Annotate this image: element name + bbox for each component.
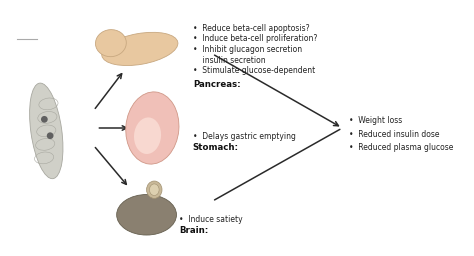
Text: •  Induce satiety: • Induce satiety — [179, 215, 243, 224]
Text: Brain:: Brain: — [179, 226, 209, 235]
Text: •  Delays gastric emptying: • Delays gastric emptying — [193, 132, 296, 141]
Ellipse shape — [102, 32, 178, 66]
Text: insulin secretion: insulin secretion — [193, 56, 265, 65]
Ellipse shape — [149, 184, 159, 196]
Text: Pancreas:: Pancreas: — [193, 80, 240, 89]
Text: •  Inhibit glucagon secretion: • Inhibit glucagon secretion — [193, 45, 302, 54]
Text: •  Reduce beta-cell apoptosis?: • Reduce beta-cell apoptosis? — [193, 24, 310, 33]
Ellipse shape — [29, 83, 63, 179]
Ellipse shape — [95, 30, 126, 57]
Ellipse shape — [134, 118, 161, 154]
Text: •  Induce beta-cell proliferation?: • Induce beta-cell proliferation? — [193, 35, 317, 44]
Ellipse shape — [126, 92, 179, 164]
Circle shape — [41, 116, 48, 123]
Ellipse shape — [117, 195, 176, 235]
Text: •  Reduced insulin dose: • Reduced insulin dose — [349, 130, 439, 139]
Text: •  Reduced plasma glucose: • Reduced plasma glucose — [349, 143, 454, 152]
Text: •  Stimulate glucose-dependent: • Stimulate glucose-dependent — [193, 66, 315, 75]
Text: Stomach:: Stomach: — [193, 143, 239, 152]
Circle shape — [47, 132, 54, 139]
Text: •  Weight loss: • Weight loss — [349, 116, 402, 125]
Ellipse shape — [146, 181, 162, 198]
